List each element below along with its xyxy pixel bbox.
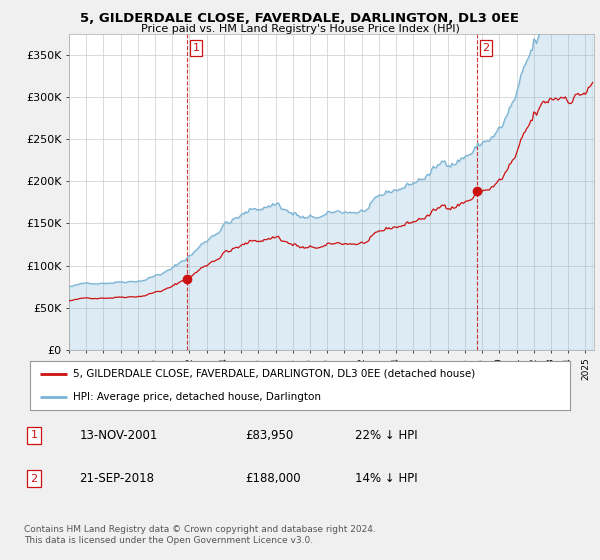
Text: £188,000: £188,000 xyxy=(245,472,301,485)
Text: Price paid vs. HM Land Registry's House Price Index (HPI): Price paid vs. HM Land Registry's House … xyxy=(140,24,460,34)
Text: 2: 2 xyxy=(482,43,490,53)
Text: 13-NOV-2001: 13-NOV-2001 xyxy=(79,429,158,442)
Text: 1: 1 xyxy=(193,43,199,53)
Text: 2: 2 xyxy=(31,474,37,484)
Text: Contains HM Land Registry data © Crown copyright and database right 2024.
This d: Contains HM Land Registry data © Crown c… xyxy=(24,525,376,545)
Text: 5, GILDERDALE CLOSE, FAVERDALE, DARLINGTON, DL3 0EE (detached house): 5, GILDERDALE CLOSE, FAVERDALE, DARLINGT… xyxy=(73,369,475,379)
Text: 14% ↓ HPI: 14% ↓ HPI xyxy=(355,472,418,485)
Text: 21-SEP-2018: 21-SEP-2018 xyxy=(79,472,154,485)
Text: HPI: Average price, detached house, Darlington: HPI: Average price, detached house, Darl… xyxy=(73,391,321,402)
Text: £83,950: £83,950 xyxy=(245,429,293,442)
Text: 5, GILDERDALE CLOSE, FAVERDALE, DARLINGTON, DL3 0EE: 5, GILDERDALE CLOSE, FAVERDALE, DARLINGT… xyxy=(80,12,520,25)
Text: 22% ↓ HPI: 22% ↓ HPI xyxy=(355,429,418,442)
Text: 1: 1 xyxy=(31,430,37,440)
